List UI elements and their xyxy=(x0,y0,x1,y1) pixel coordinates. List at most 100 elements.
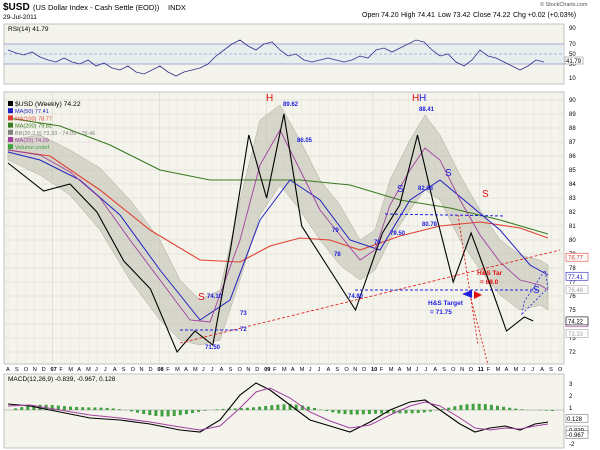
macd-hist-bar xyxy=(441,409,445,410)
macd-hist-bar xyxy=(233,408,237,410)
x-tick-label: S xyxy=(229,367,233,373)
macd-hist-bar xyxy=(544,410,548,411)
x-tick-label: O xyxy=(451,367,456,373)
x-tick-label: J xyxy=(202,367,205,373)
macd-tag-box xyxy=(565,430,589,439)
macd-hist-bar xyxy=(50,405,54,410)
macd-hist-bar xyxy=(56,405,60,410)
macd-hist-bar xyxy=(447,407,451,410)
x-tick-label: J xyxy=(211,367,214,373)
macd-hist-bar xyxy=(367,410,371,415)
macd-hist-bar xyxy=(75,406,79,410)
legend-swatch xyxy=(8,122,13,128)
price-y-tick: 88 xyxy=(569,126,576,132)
price-tag-box xyxy=(565,316,589,326)
value-79a: 79 xyxy=(332,228,339,234)
x-tick-label: O xyxy=(237,367,242,373)
x-tick-label: J xyxy=(416,367,419,373)
legend-item: MA(200) 79.82 xyxy=(15,124,52,130)
x-tick-label: 11 xyxy=(478,367,484,373)
macd-hist-bar xyxy=(404,410,408,414)
exchange-label: INDX xyxy=(168,3,186,12)
macd-hist-bar xyxy=(349,410,353,415)
macd-hist-bar xyxy=(252,407,255,410)
macd-hist-bar xyxy=(270,405,274,410)
price-y-tick: 81 xyxy=(569,224,576,230)
macd-hist-bar xyxy=(197,410,201,412)
price-tag-label: 76.46 xyxy=(568,288,584,294)
macd-hist-bar xyxy=(550,410,554,412)
macd-hist-bar xyxy=(337,410,341,414)
value-71-50: 71.50 xyxy=(205,345,221,351)
macd-signal-line xyxy=(7,387,549,431)
red-trend-down xyxy=(457,214,479,346)
x-tick-label: J xyxy=(95,367,98,373)
price-y-tick: 86 xyxy=(569,154,576,160)
annot-h2: H xyxy=(412,93,419,104)
macd-tag-label: -0.967 xyxy=(567,433,585,439)
quote-open: Open 74.20 xyxy=(362,12,399,19)
watermark: © StockCharts.com xyxy=(540,1,588,8)
x-tick-label: N xyxy=(140,367,144,373)
ma100-line xyxy=(7,149,549,263)
macd-hist-bar xyxy=(20,407,24,410)
macd-hist-bar xyxy=(465,404,469,410)
x-tick-label: J xyxy=(104,367,107,373)
price-y-tick: 75 xyxy=(569,308,576,314)
x-tick-label: D xyxy=(469,367,473,373)
rsi-label: RSI(14) 41.79 xyxy=(8,26,49,33)
macd-hist-bar xyxy=(117,409,121,410)
price-tag-box xyxy=(565,252,589,262)
x-tick-label: N xyxy=(33,367,37,373)
macd-hist-bar xyxy=(130,410,133,412)
macd-hist-bar xyxy=(184,410,188,415)
macd-hist-bar xyxy=(508,407,512,410)
value-78: 78 xyxy=(334,252,341,258)
dollar-support-dashed xyxy=(179,249,561,344)
annot-s3: S xyxy=(445,168,452,179)
price-y-tick: 77 xyxy=(569,280,576,286)
x-tick-label: D xyxy=(148,367,152,373)
x-tick-label: M xyxy=(86,367,91,373)
macd-hist-bar xyxy=(239,408,243,410)
rsi-level-70: 70 xyxy=(569,42,576,48)
x-tick-label: S xyxy=(549,367,553,373)
ma50-line xyxy=(7,151,549,321)
hs-target-label: H&S Target xyxy=(428,300,464,307)
quote-high: High 74.41 xyxy=(401,12,435,19)
x-tick-label: M xyxy=(282,367,287,373)
macd-y-tick: 2 xyxy=(569,394,573,400)
price-tag-label: 78.77 xyxy=(568,256,584,262)
price-y-axis: 90898887868584838281807978777675747372 xyxy=(569,98,576,356)
x-tick-label: 08 xyxy=(157,367,163,373)
x-tick-label: M xyxy=(513,367,518,373)
x-tick-label: A xyxy=(327,367,331,373)
x-tick-label: A xyxy=(398,367,402,373)
macd-hist-bar xyxy=(14,408,18,410)
x-tick-label: A xyxy=(505,367,509,373)
x-tick-label: M xyxy=(407,367,412,373)
triangle-wedge xyxy=(521,268,549,316)
annot-h1: H xyxy=(266,93,273,104)
macd-hist-bar xyxy=(32,405,36,410)
macd-hist-bar xyxy=(410,410,414,414)
macd-hist-bar xyxy=(416,410,420,414)
value-72: 72 xyxy=(240,327,247,333)
quote-close: Close 74.22 xyxy=(473,12,510,19)
price-panel: 90898887868584838281807978777675747372 H… xyxy=(3,91,589,366)
macd-hist-bar xyxy=(221,408,225,410)
price-y-tick: 72 xyxy=(569,350,576,356)
legend-item: Volume undef xyxy=(15,145,50,151)
macd-hist-bar xyxy=(282,404,286,410)
price-y-tick: 87 xyxy=(569,140,576,146)
x-tick-label: F xyxy=(487,367,491,373)
x-tick-label: F xyxy=(59,367,63,373)
target-arrow-red xyxy=(474,291,482,299)
value-89-62: 89.62 xyxy=(283,102,299,108)
macd-y-tick: 3 xyxy=(569,382,573,388)
target-arrow-blue xyxy=(462,290,472,298)
price-y-tick: 76 xyxy=(569,294,576,300)
macd-hist-bar xyxy=(142,410,146,414)
macd-hist-bar xyxy=(148,410,152,416)
